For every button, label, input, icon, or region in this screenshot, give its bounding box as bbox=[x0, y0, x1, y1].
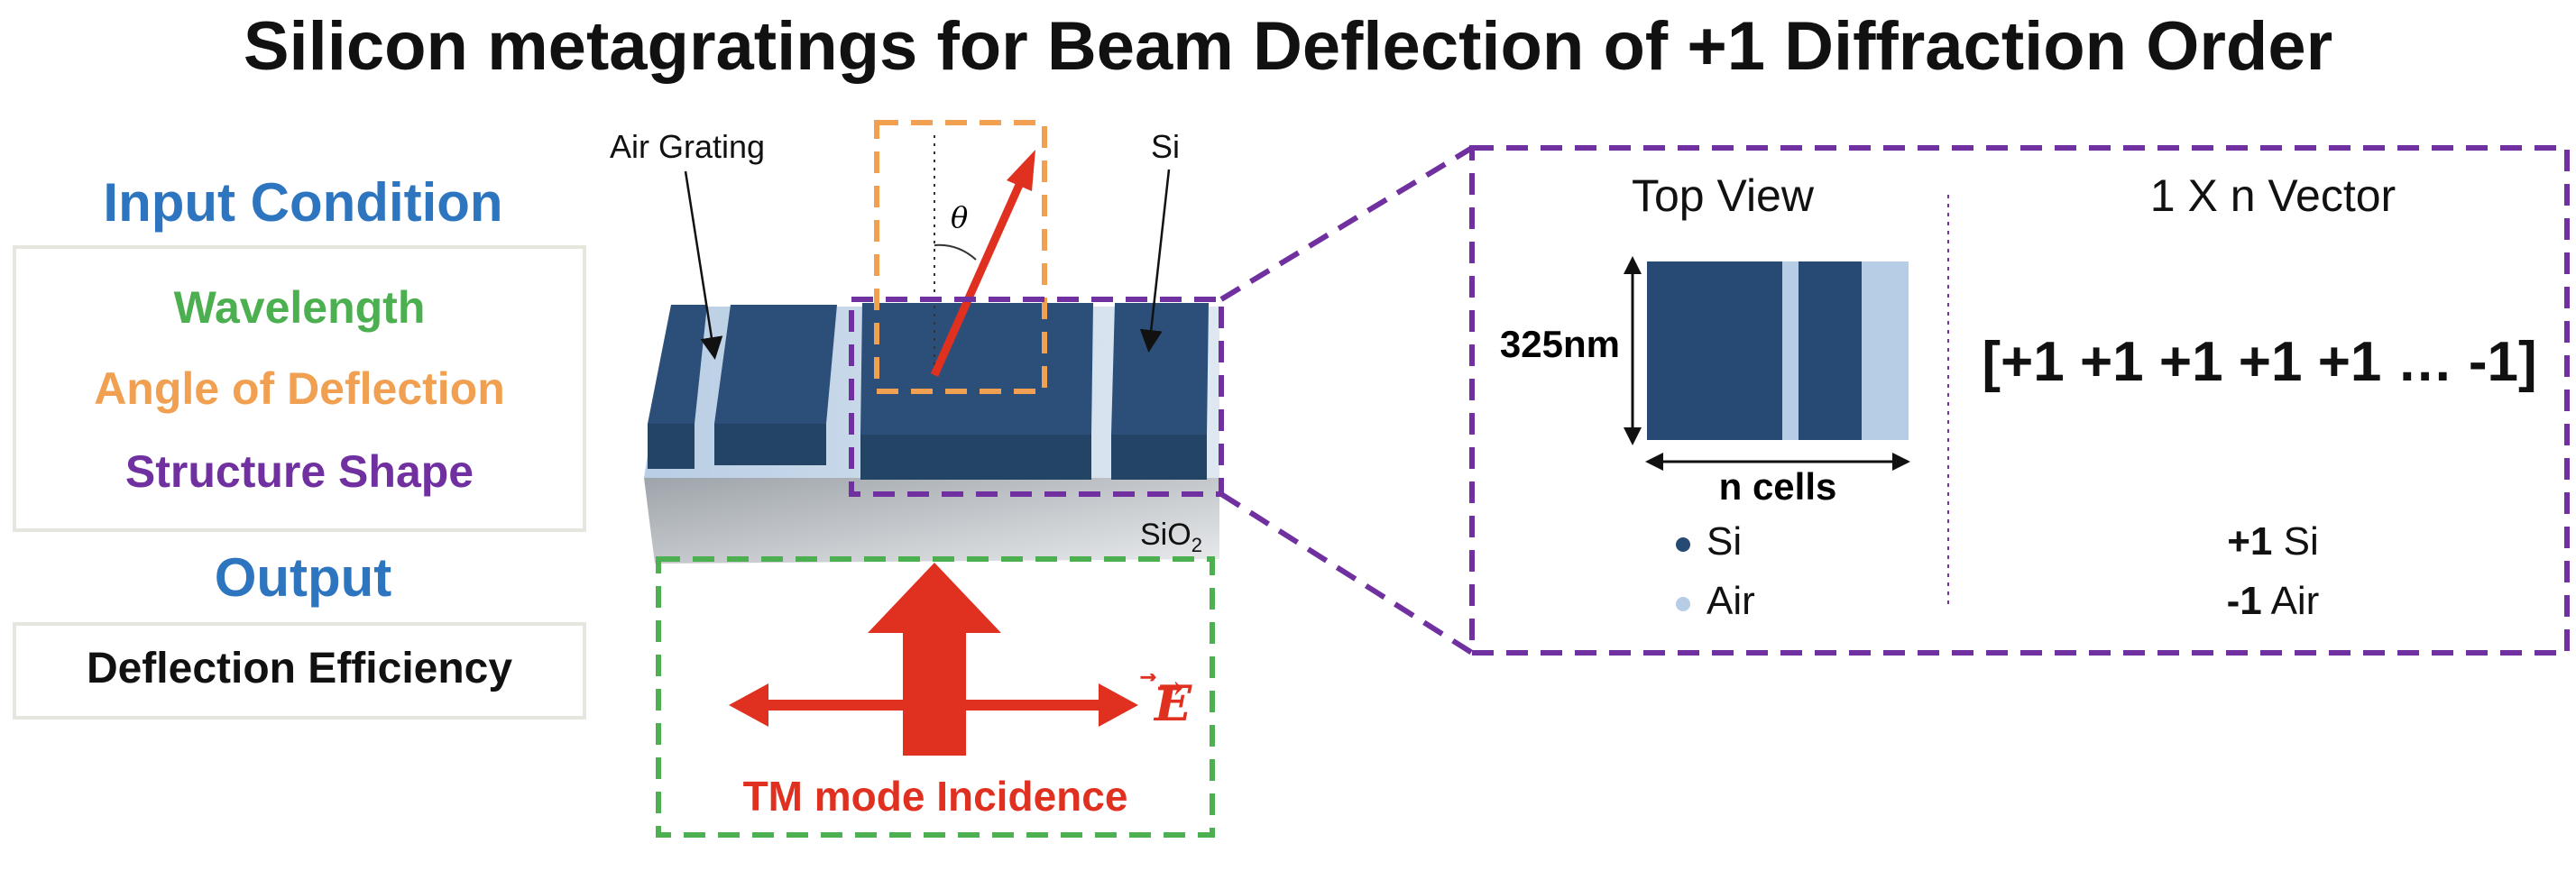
e-field-symbol: E bbox=[1155, 674, 1192, 732]
silicon-block-4 bbox=[1111, 303, 1209, 480]
top-view-air-2 bbox=[1862, 261, 1909, 440]
encoding-air-code: -1 bbox=[2226, 579, 2262, 623]
si-pointer bbox=[1139, 169, 1171, 353]
silicon-block-3 bbox=[860, 303, 1093, 480]
sio2-label: SiO2 bbox=[1140, 518, 1202, 557]
e-field-left-head bbox=[729, 683, 768, 727]
angle-dashed-box bbox=[874, 120, 1047, 394]
top-view-si-1 bbox=[1647, 261, 1782, 440]
theta-label: θ bbox=[951, 200, 969, 234]
angle-arc bbox=[934, 243, 977, 261]
top-view-air-1 bbox=[1782, 261, 1799, 440]
incidence-label: TM mode Incidence bbox=[742, 773, 1128, 820]
encoding-air: -1 Air bbox=[2165, 579, 2381, 624]
incidence-arrow bbox=[868, 563, 1001, 756]
page-title: Silicon metagratings for Beam Deflection… bbox=[243, 8, 2333, 85]
encoding-si-label: Si bbox=[2283, 519, 2319, 564]
encoding-air-label: Air bbox=[2270, 579, 2320, 623]
structure-zoom-region bbox=[849, 297, 1224, 497]
si-label: Si bbox=[1151, 128, 1181, 165]
zoom-line-top bbox=[1219, 145, 1474, 302]
deflection-efficiency-label: Deflection Efficiency bbox=[86, 645, 513, 692]
legend-si-label: Si bbox=[1707, 519, 1743, 564]
deflected-beam bbox=[930, 175, 1027, 377]
output-box: Deflection Efficiency bbox=[13, 622, 586, 720]
input-condition-heading: Input Condition bbox=[103, 172, 503, 233]
encoding-si-code: +1 bbox=[2227, 519, 2273, 564]
output-heading: Output bbox=[214, 547, 392, 608]
angle-of-deflection-label: Angle of Deflection bbox=[94, 363, 505, 414]
wavelength-label: Wavelength bbox=[173, 282, 426, 333]
vector-arrow-icon: ⃗→ bbox=[1156, 669, 1184, 707]
vector-value: [+1 +1 +1 +1 +1 … -1] bbox=[1982, 331, 2537, 393]
legend-air-bullet bbox=[1676, 597, 1690, 611]
air-grating-pointer bbox=[684, 170, 723, 360]
substrate-front bbox=[644, 478, 1219, 564]
top-view-title: Top View bbox=[1632, 170, 1814, 221]
deflected-beam-head bbox=[1007, 150, 1035, 191]
input-condition-box: Wavelength Angle of Deflection Structure… bbox=[13, 245, 586, 532]
width-label: n cells bbox=[1718, 465, 1837, 508]
legend-air-label: Air bbox=[1707, 579, 1755, 623]
sio2-base: SiO bbox=[1140, 518, 1191, 552]
top-view-si-2 bbox=[1799, 261, 1862, 440]
sio2-subscript: 2 bbox=[1191, 533, 1202, 556]
height-label: 325nm bbox=[1499, 323, 1620, 365]
e-field-right-head bbox=[1099, 683, 1138, 727]
silicon-block-2 bbox=[714, 305, 837, 465]
air-grating-label: Air Grating bbox=[610, 128, 766, 165]
incidence-dashed-box bbox=[656, 556, 1215, 838]
structure-shape-label: Structure Shape bbox=[124, 446, 474, 497]
legend-si-bullet bbox=[1676, 537, 1690, 552]
zoom-panel-frame bbox=[1469, 145, 2570, 656]
encoding-si: +1 Si bbox=[2165, 519, 2381, 564]
zoom-line-bottom bbox=[1219, 491, 1474, 656]
silicon-block-1 bbox=[648, 305, 707, 469]
vector-title: 1 X n Vector bbox=[2149, 170, 2397, 221]
e-field-label: ⃗→ E bbox=[1155, 669, 1192, 732]
